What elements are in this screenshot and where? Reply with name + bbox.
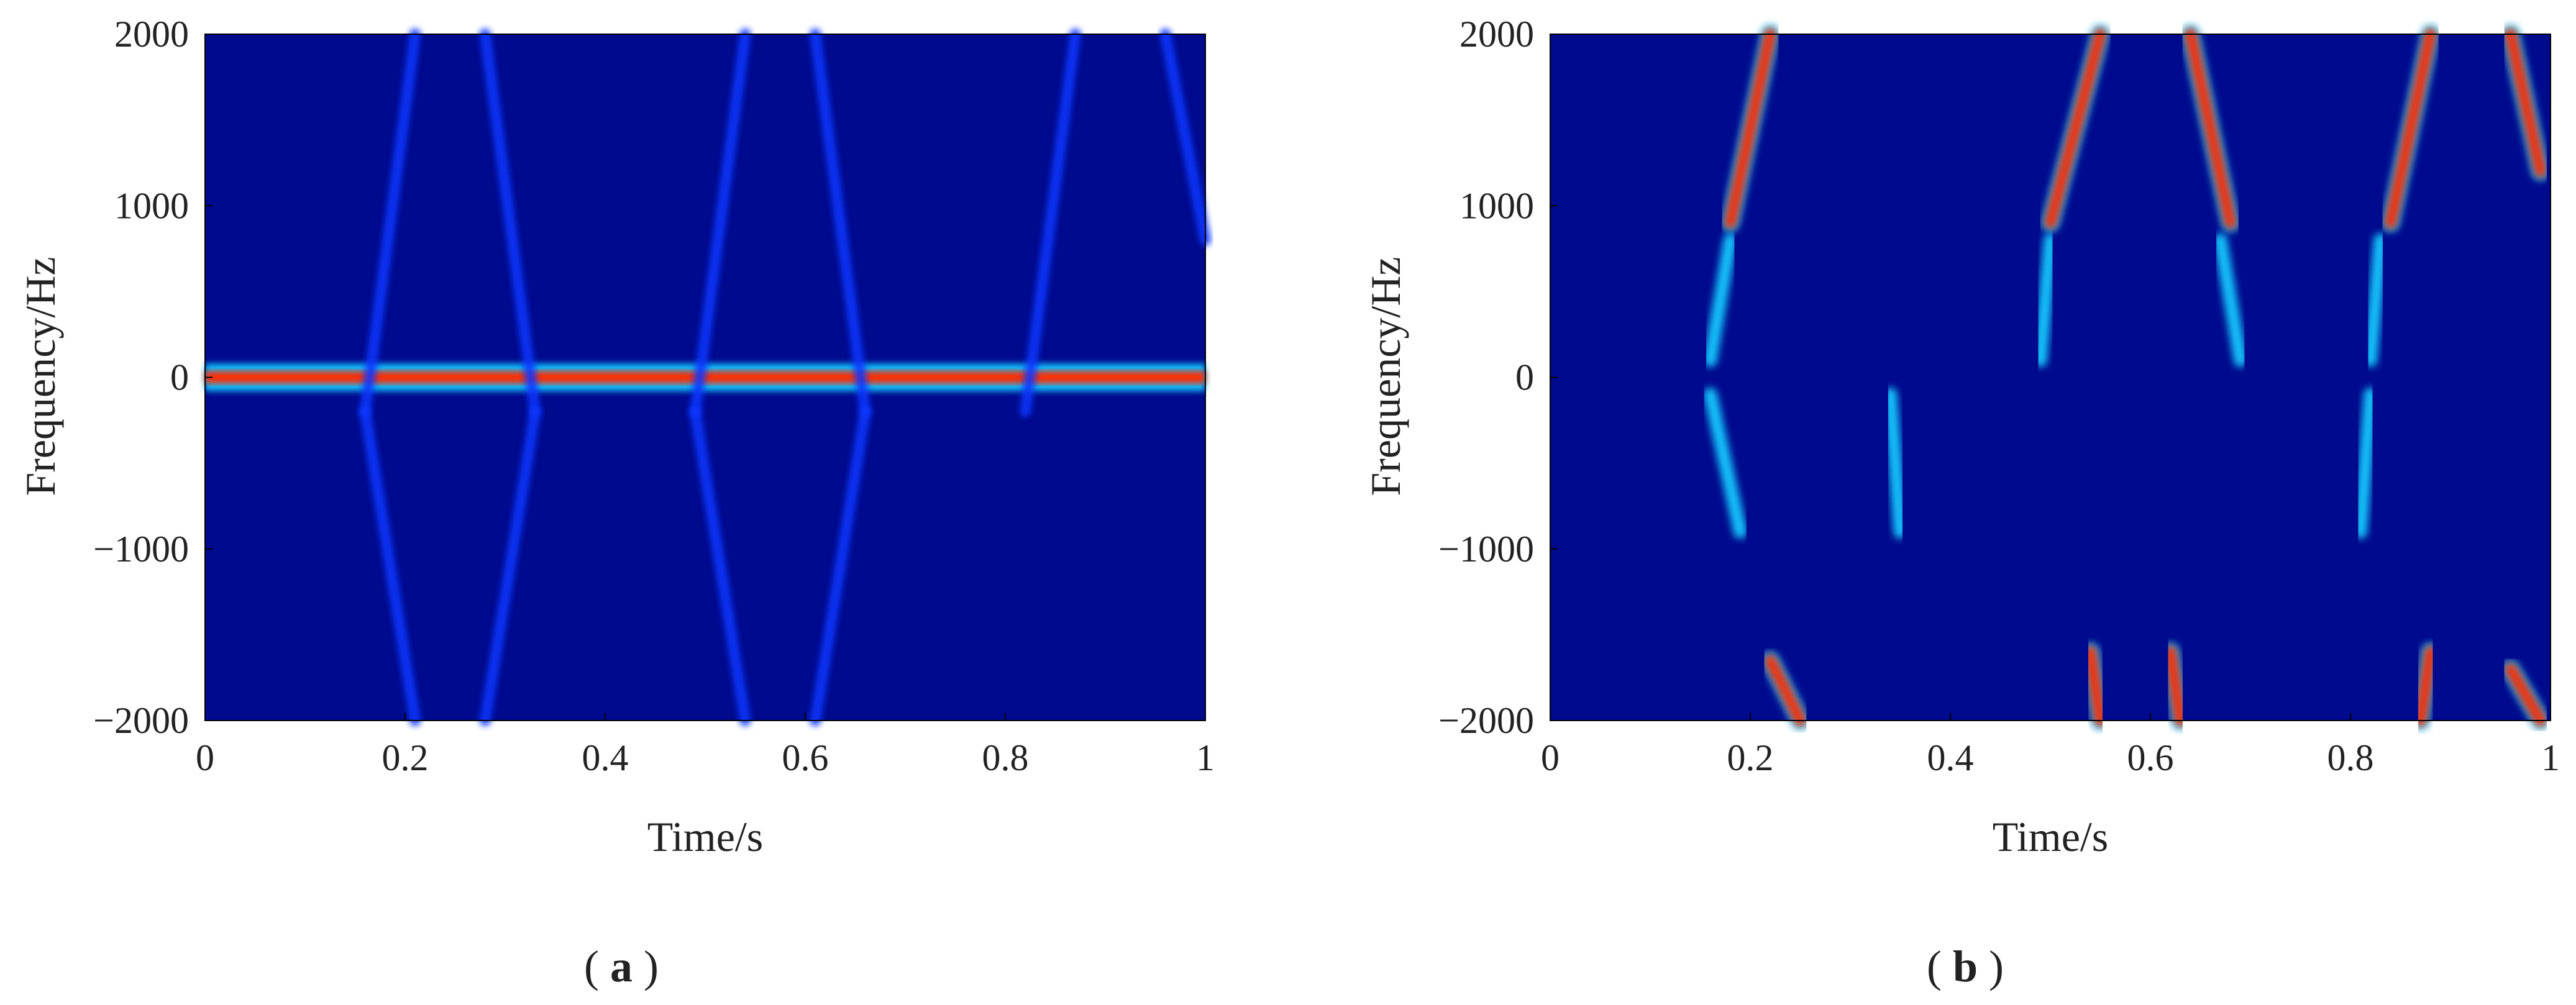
x-tick-label-b-0: 0 [1541, 737, 1560, 778]
spectral-ridge-a-5 [1020, 29, 1081, 417]
spectrogram-marks-b [1703, 25, 2550, 730]
spectral-ridge-b-15 [2164, 645, 2187, 727]
spectrogram-marks-a [205, 29, 1211, 726]
x-tick-label-a-0: 0 [196, 737, 214, 778]
xlabel-a: Time/s [647, 813, 763, 860]
spectral-ridge-a-4 [810, 29, 871, 417]
spectral-ridge-b-1 [2044, 28, 2107, 229]
spectral-ridge-a-2 [479, 29, 541, 417]
panel-label-a-close: ) [644, 942, 659, 991]
x-tick-label-b-3: 0.6 [2127, 737, 2174, 778]
spectrogram-panel-a: 0 0.2 0.4 0.6 0.8 1 2000 1000 0 −1000 −2000 Time/s… [17, 14, 1215, 991]
panel-label-b-open: ( [1927, 942, 1942, 991]
panel-label-b: ( b ) [1927, 942, 2004, 991]
spectral-ridge-b-9 [1703, 388, 1747, 539]
spectrogram-panel-b: 0 0.2 0.4 0.6 0.8 1 2000 1000 0 −1000 −2000 Time/s… [1362, 14, 2560, 991]
x-tick-label-b-5: 1 [2541, 737, 2560, 778]
spectral-ridge-a-6 [1159, 29, 1211, 246]
x-tick-label-a-1: 0.2 [382, 737, 429, 778]
spectral-ridge-b-2 [2184, 28, 2237, 229]
y-tick-label-b-0: 2000 [1459, 14, 1534, 55]
spectral-ridge-b-0 [1724, 28, 1777, 229]
spectral-ridge-a-3 [689, 29, 751, 417]
panel-label-a: ( a ) [584, 942, 659, 991]
y-tick-label-a-0: 2000 [114, 14, 189, 55]
spectral-ridge-a-7 [359, 406, 421, 726]
x-tick-label-b-2: 0.4 [1927, 737, 1974, 778]
spectral-ridge-b-10 [1883, 388, 1907, 539]
spectral-ridge-b-3 [2384, 28, 2437, 229]
panel-label-a-letter: a [610, 942, 633, 991]
spectral-ridge-b-4 [2504, 28, 2547, 178]
panel-label-a-open: ( [584, 942, 599, 991]
y-tick-label-b-3: −1000 [1438, 529, 1534, 570]
spectral-ridge-a-9 [689, 406, 751, 726]
panel-label-b-close: ) [1989, 942, 2004, 991]
x-tick-label-a-4: 0.8 [982, 737, 1029, 778]
xlabel-b: Time/s [1993, 813, 2108, 860]
spectral-ridge-b-6 [2033, 233, 2057, 367]
x-tick-label-a-3: 0.6 [782, 737, 829, 778]
plot-area-b [1550, 34, 2551, 721]
x-tick-label-a-2: 0.4 [582, 737, 629, 778]
ylabel-a: Frequency/Hz [17, 257, 64, 496]
y-tick-label-b-1: 1000 [1459, 185, 1534, 226]
x-tick-label-b-1: 0.2 [1727, 737, 1774, 778]
y-tick-label-b-4: −2000 [1438, 700, 1534, 741]
spectral-ridge-b-5 [1703, 233, 1737, 367]
x-tick-label-a-5: 1 [1196, 737, 1215, 778]
spectral-ridge-b-12 [2354, 388, 2378, 539]
y-tick-label-a-1: 1000 [114, 185, 189, 226]
y-tick-label-a-3: −1000 [93, 529, 189, 570]
spectral-ridge-b-13 [1764, 654, 1807, 727]
y-tick-label-a-2: 0 [170, 357, 189, 398]
ylabel-b: Frequency/Hz [1362, 257, 1409, 496]
x-tick-label-b-4: 0.8 [2327, 737, 2374, 778]
spectral-ridge-b-14 [2084, 645, 2107, 727]
spectral-ridge-b-16 [2414, 645, 2437, 727]
ticks-a: 0 0.2 0.4 0.6 0.8 1 2000 1000 0 −1000 −2000 [93, 14, 1215, 778]
spectral-ridge-a-10 [810, 406, 871, 726]
ticks-b: 0 0.2 0.4 0.6 0.8 1 2000 1000 0 −1000 −2000 [1438, 14, 2560, 778]
spectral-ridge-b-8 [2364, 233, 2388, 367]
panel-label-b-letter: b [1953, 942, 1978, 991]
spectral-ridge-a-8 [479, 406, 541, 726]
y-tick-label-a-4: −2000 [93, 700, 189, 741]
spectral-ridge-b-7 [2213, 233, 2247, 367]
spectral-ridge-b-17 [2504, 663, 2547, 727]
y-tick-label-b-2: 0 [1515, 357, 1534, 398]
spectral-ridge-a-1 [359, 29, 421, 417]
